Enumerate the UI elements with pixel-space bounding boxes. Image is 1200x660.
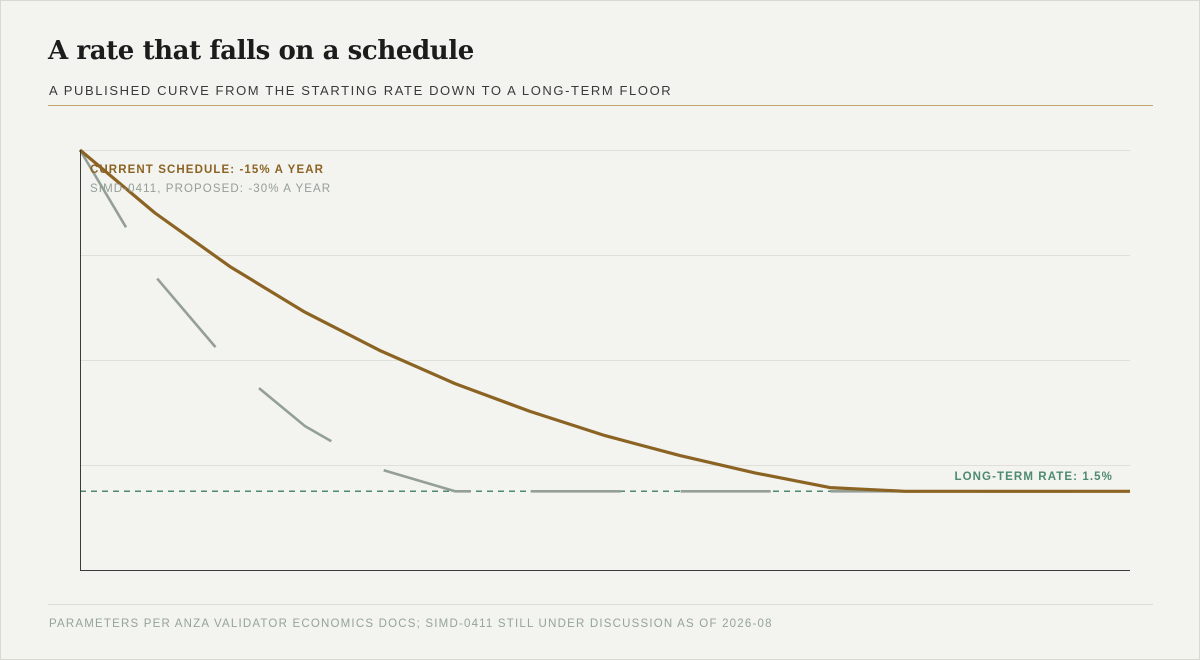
source-note: PARAMETERS PER ANZA VALIDATOR ECONOMICS … [49, 618, 773, 630]
legend-current-schedule: CURRENT SCHEDULE: -15% A YEAR [90, 164, 324, 176]
chart-title: A rate that falls on a schedule [48, 36, 474, 66]
legend-proposed-schedule: SIMD-0411, PROPOSED: -30% A YEAR [90, 183, 331, 195]
header-rule [48, 105, 1153, 106]
series-line-proposed [78, 149, 1130, 493]
series-line-current [78, 148, 1130, 493]
footer-rule [48, 604, 1153, 605]
series-group [78, 148, 1130, 493]
chart-subtitle: A PUBLISHED CURVE FROM THE STARTING RATE… [49, 83, 673, 98]
floor-label: LONG-TERM RATE: 1.5% [954, 471, 1113, 483]
grid-lines [80, 150, 1130, 466]
